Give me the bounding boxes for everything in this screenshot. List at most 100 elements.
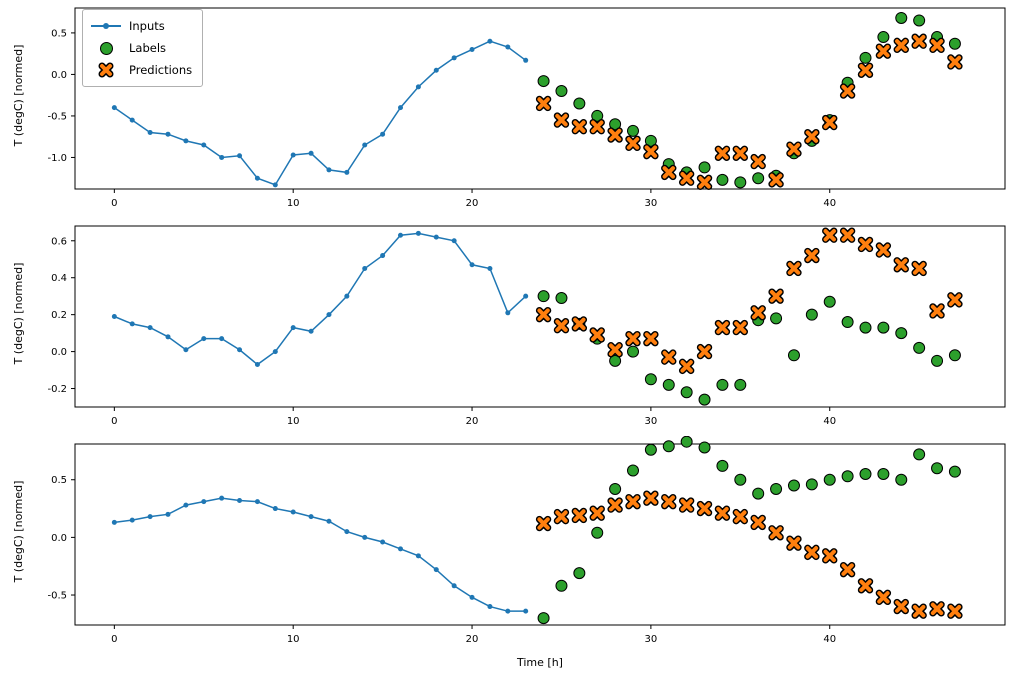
inputs-line-series [111, 495, 529, 614]
input-marker [201, 499, 207, 505]
label-marker [877, 31, 890, 44]
label-marker [823, 473, 836, 486]
prediction-marker [877, 243, 890, 257]
prediction-marker [787, 536, 801, 550]
x-tick-label: 20 [466, 198, 479, 209]
input-marker [201, 336, 207, 342]
input-marker [344, 529, 350, 535]
input-marker [147, 130, 153, 136]
prediction-marker [591, 120, 604, 133]
legend-label-predictions: Predictions [129, 63, 193, 77]
input-marker [219, 154, 225, 160]
x-marker-icon [98, 62, 114, 78]
prediction-marker [769, 289, 783, 303]
prediction-marker [859, 579, 872, 593]
input-marker [237, 153, 243, 159]
prediction-marker [716, 321, 729, 334]
prediction-marker [877, 591, 890, 604]
prediction-marker [948, 604, 962, 618]
input-marker [523, 57, 529, 63]
prediction-marker [662, 166, 675, 179]
prediction-marker [698, 345, 711, 358]
label-marker [823, 295, 836, 308]
input-marker [380, 253, 386, 259]
prediction-marker [626, 137, 640, 150]
prediction-marker [716, 506, 729, 520]
label-marker [913, 341, 926, 354]
subplot-3: 0 10 20 30 40 0.5 0.0 -0.5 [47, 435, 1006, 645]
label-marker [734, 378, 747, 391]
input-marker [469, 594, 475, 600]
input-marker [362, 142, 368, 148]
label-marker [770, 312, 783, 325]
prediction-marker [608, 498, 622, 512]
prediction-marker [644, 145, 658, 158]
subplot-2: 0 10 20 30 40 0.6 0.4 0.2 0.0 -0.2 [47, 225, 1006, 427]
y-tick-label: -0.5 [47, 591, 67, 602]
prediction-marker [591, 506, 604, 520]
prediction-marker [608, 128, 622, 142]
prediction-marker [841, 563, 854, 576]
input-marker [272, 349, 278, 355]
label-marker [662, 378, 675, 391]
input-marker [451, 238, 457, 244]
prediction-marker [751, 516, 765, 529]
label-marker [662, 440, 675, 453]
label-marker [770, 482, 783, 495]
prediction-marker [805, 546, 819, 559]
y-tick-label: -1.0 [47, 153, 67, 164]
label-marker [555, 85, 568, 98]
y-tick-label: 0.0 [51, 70, 67, 81]
subplot-1: 0 10 20 30 40 0.5 0.0 -0.5 -1.0 [47, 7, 1006, 209]
prediction-marker [930, 39, 944, 52]
subplot-2-row: T (degC) [normed] 0 10 20 30 40 0.6 0.4 0.2 0.0 -… [0, 218, 1012, 436]
subplot-2-ylabel: T (degC) [normed] [12, 262, 25, 365]
label-marker [609, 354, 622, 367]
prediction-marker [841, 84, 854, 98]
input-marker [111, 519, 117, 525]
prediction-marker [787, 142, 801, 156]
prediction-marker [769, 526, 783, 539]
input-marker [469, 262, 475, 268]
y-tick-label: -0.2 [47, 384, 67, 395]
input-marker [237, 497, 243, 503]
prediction-marker [626, 332, 640, 345]
input-marker [487, 604, 493, 610]
prediction-marker [591, 328, 604, 342]
label-marker [698, 441, 711, 454]
input-marker [272, 506, 278, 512]
label-marker [627, 464, 639, 477]
subplot-3-ylabel: T (degC) [normed] [12, 480, 25, 583]
input-marker [183, 347, 189, 353]
input-marker [183, 138, 189, 144]
y-tick-label: 0.6 [51, 236, 67, 247]
prediction-marker [662, 495, 675, 508]
label-marker [859, 467, 872, 480]
x-tick-label: 20 [466, 416, 479, 427]
x-tick-label: 30 [645, 416, 658, 427]
label-marker [859, 321, 872, 334]
x-tick-label: 10 [287, 198, 300, 209]
input-marker [362, 534, 368, 540]
prediction-marker [573, 120, 586, 133]
x-tick-label: 30 [645, 634, 658, 645]
x-tick-label: 10 [287, 634, 300, 645]
input-marker [147, 325, 153, 331]
input-marker [326, 518, 332, 524]
prediction-marker [912, 262, 926, 275]
label-marker [913, 448, 926, 461]
label-marker [895, 327, 908, 340]
input-marker [415, 84, 421, 90]
prediction-marker [930, 602, 944, 616]
label-marker [555, 292, 568, 305]
predictions-series [535, 33, 963, 191]
input-marker [523, 293, 529, 299]
prediction-marker [751, 306, 765, 320]
prediction-marker [805, 130, 819, 143]
input-marker [487, 38, 493, 44]
x-tick-label: 40 [823, 198, 836, 209]
y-tick-label: 0.0 [51, 347, 67, 358]
prediction-marker [537, 308, 550, 321]
subplot-1-ylabel: T (degC) [normed] [12, 44, 25, 147]
